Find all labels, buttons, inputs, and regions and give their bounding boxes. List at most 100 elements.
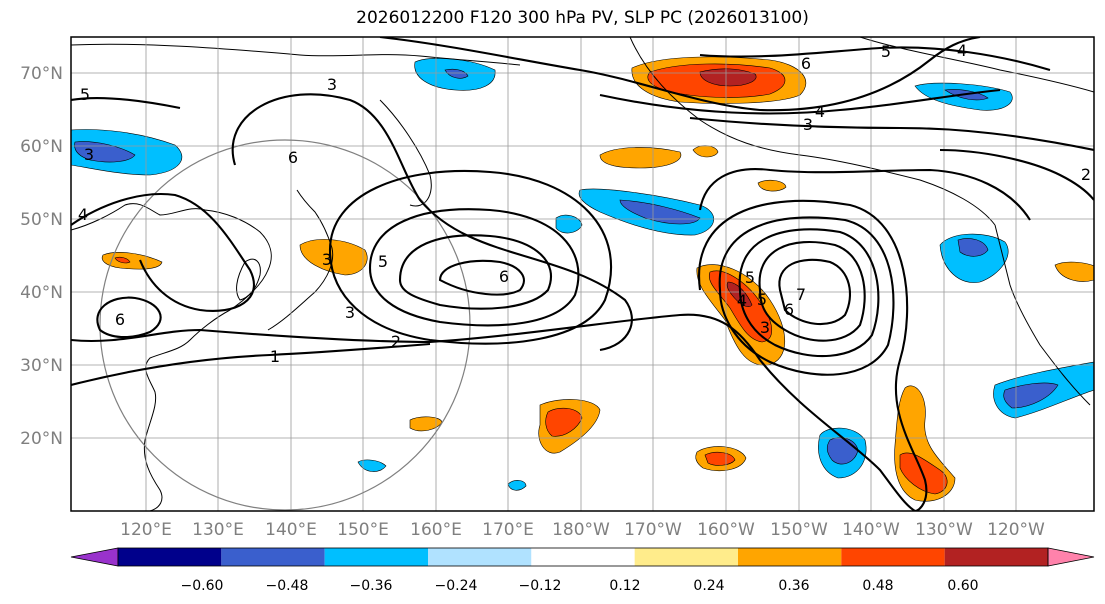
contour-high-6 (758, 241, 866, 342)
lon-label: 150°W (770, 520, 828, 540)
lon-label: 140°E (265, 520, 317, 540)
lon-label: 130°W (915, 520, 973, 540)
contour-low-3 (328, 170, 613, 345)
pv-midblue-region (957, 238, 989, 257)
lon-label: 180°W (552, 520, 610, 540)
contour-label: 5 (881, 42, 891, 61)
colorbar-tick-label: −0.24 (435, 578, 478, 594)
contour-left-5 (71, 96, 181, 110)
lat-label: 50°N (20, 210, 63, 230)
colorbar-segment (118, 548, 222, 566)
lat-label: 60°N (20, 137, 63, 157)
colorbar-tick-label: 0.60 (947, 578, 978, 594)
pv-red-region (545, 407, 583, 437)
contour-label: 3 (760, 318, 770, 337)
colorbar-segment (324, 548, 428, 566)
colorbar-extend-min (70, 547, 119, 567)
pv-midblue-region (444, 68, 469, 79)
contour-label: 6 (801, 54, 811, 73)
pv-orange-region (1054, 261, 1094, 282)
longitude-labels: 120°E 130°E 140°E 150°E 160°E 170°E 180°… (120, 520, 1045, 540)
lon-label: 120°E (120, 520, 172, 540)
contour-low-4 (368, 208, 580, 327)
colorbar-tick-label: 0.48 (862, 578, 893, 594)
contour-label: 4 (737, 291, 747, 310)
contour-right-2b (698, 168, 1031, 221)
colorbar-tick-label: −0.12 (519, 578, 562, 594)
map-border (70, 36, 1095, 512)
colorbar-segment (944, 548, 1048, 566)
lon-label: 150°E (337, 520, 389, 540)
contour-1 (71, 342, 431, 387)
colorbar-segment (531, 548, 635, 566)
contour-high-7 (778, 258, 852, 326)
contour-top-5 (379, 37, 981, 112)
contour-high-4 (718, 216, 895, 376)
pv-red-region (114, 256, 131, 264)
contour-label: 6 (115, 310, 125, 329)
pv-orange-region (757, 179, 787, 192)
contour-label: 4 (78, 205, 88, 224)
japan-coastline (267, 189, 334, 331)
contour-label: 4 (957, 41, 967, 60)
na-west-coastline (994, 224, 1091, 406)
contour-label: 7 (796, 285, 806, 304)
lat-label: 20°N (20, 429, 63, 449)
contour-low-3b (231, 93, 633, 352)
lon-label: 160°E (410, 520, 462, 540)
lon-label: 170°W (624, 520, 682, 540)
colorbar (70, 547, 1095, 567)
contour-label: 3 (322, 250, 332, 269)
contour-label: 3 (327, 75, 337, 94)
contour-label: 6 (784, 300, 794, 319)
alaska-coastline (629, 37, 996, 226)
contour-top-3 (689, 116, 1094, 152)
map-background (71, 37, 1094, 511)
colorbar-segment (428, 548, 532, 566)
colorbar-tick-label: 0.12 (609, 578, 640, 594)
contour-left-loop (96, 296, 162, 339)
colorbar-extend-max (1047, 547, 1095, 567)
contour-high-5 (738, 228, 880, 358)
lat-label: 40°N (20, 283, 63, 303)
colorbar-segment (738, 548, 842, 566)
contour-label: 6 (499, 267, 509, 286)
colorbar-tick-label: 0.24 (693, 578, 724, 594)
graticule (71, 37, 1094, 511)
contour-right-2 (939, 148, 1094, 201)
colorbar-tick-label: −0.48 (266, 578, 309, 594)
colorbar-tick-label: 0.36 (778, 578, 809, 594)
colorbar-tick-label: −0.60 (181, 578, 224, 594)
contour-left-4 (71, 193, 255, 312)
contour-label-layer: 5 3 6 5 4 3 4 2 3 5 6 2 1 3 4 5 3 4 5 6 … (78, 41, 1091, 366)
contour-top-5b (699, 46, 1051, 72)
pv-orange-region (101, 252, 163, 270)
colorbar-segment (841, 548, 945, 566)
contour-low-6 (438, 259, 525, 296)
contour-label: 4 (815, 102, 825, 121)
lon-label: 140°W (842, 520, 900, 540)
contour-label: 3 (345, 303, 355, 322)
lat-label: 30°N (20, 356, 63, 376)
contour-label: 5 (80, 85, 90, 104)
map-title: 2026012200 F120 300 hPa PV, SLP PC (2026… (356, 8, 809, 28)
lon-label: 160°W (697, 520, 755, 540)
lat-label: 70°N (20, 64, 63, 84)
pv-anomaly-fill (71, 56, 1094, 502)
pv-midblue-region (619, 199, 701, 225)
contour-label: 5 (745, 268, 755, 287)
lon-label: 120°W (987, 520, 1045, 540)
latitude-labels: 70°N 60°N 50°N 40°N 30°N 20°N (20, 64, 63, 449)
pv-orange-region (599, 147, 682, 169)
colorbar-ticks: −0.60 −0.48 −0.36 −0.24 −0.12 0.12 0.24 … (181, 578, 979, 594)
contour-label: 5 (378, 252, 388, 271)
pv-blue-region (357, 459, 387, 472)
contour-low-5 (398, 234, 553, 310)
contour-label: 2 (391, 332, 401, 351)
pv-midblue-region (74, 141, 136, 163)
contour-label: 1 (270, 347, 280, 366)
colorbar-segment (221, 548, 325, 566)
contour-label: 3 (84, 145, 94, 164)
lon-label: 170°E (482, 520, 534, 540)
